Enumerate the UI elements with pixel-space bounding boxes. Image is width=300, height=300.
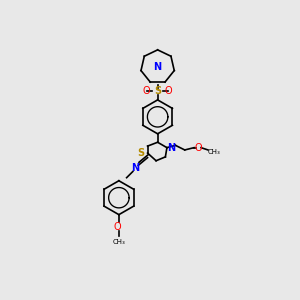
Text: O: O: [165, 86, 172, 96]
Text: O: O: [113, 222, 121, 232]
Text: N: N: [154, 62, 162, 72]
Text: CH₃: CH₃: [112, 239, 125, 245]
Text: S: S: [154, 86, 161, 96]
Text: O: O: [143, 86, 151, 96]
Text: N: N: [131, 164, 139, 173]
Text: N: N: [167, 143, 175, 153]
Text: CH₃: CH₃: [208, 148, 221, 154]
Text: O: O: [195, 143, 202, 153]
Text: S: S: [137, 148, 145, 158]
